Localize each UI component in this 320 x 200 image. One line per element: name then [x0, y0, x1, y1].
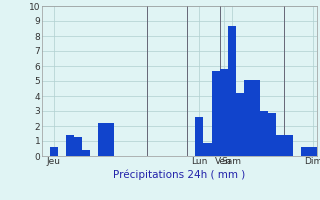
- Bar: [66, 135, 74, 156]
- Bar: [220, 69, 228, 156]
- Bar: [268, 112, 276, 156]
- Bar: [244, 79, 252, 156]
- Bar: [276, 135, 284, 156]
- Bar: [50, 147, 58, 156]
- Bar: [74, 137, 82, 156]
- Bar: [106, 123, 115, 156]
- Bar: [82, 150, 90, 156]
- Bar: [236, 93, 244, 156]
- Bar: [98, 123, 106, 156]
- Bar: [196, 117, 204, 156]
- Bar: [228, 25, 236, 156]
- X-axis label: Précipitations 24h ( mm ): Précipitations 24h ( mm ): [113, 169, 245, 180]
- Bar: [284, 135, 292, 156]
- Bar: [212, 71, 220, 156]
- Bar: [204, 142, 212, 156]
- Bar: [252, 79, 260, 156]
- Bar: [309, 147, 317, 156]
- Bar: [300, 147, 309, 156]
- Bar: [260, 111, 268, 156]
